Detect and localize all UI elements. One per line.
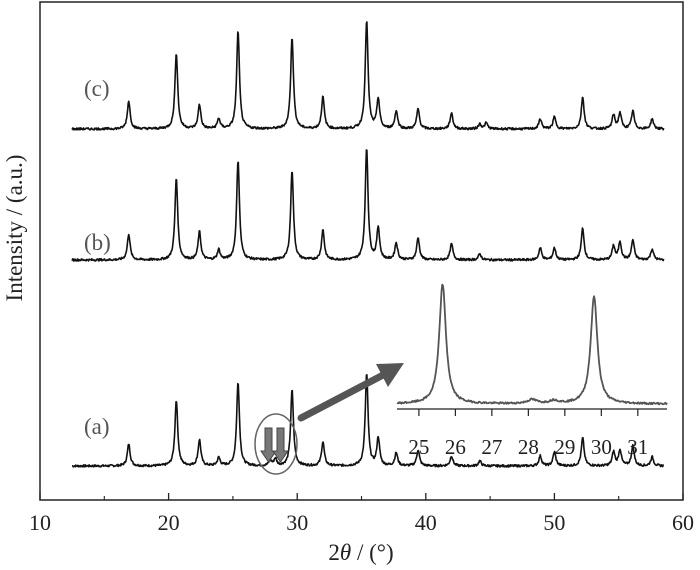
down-arrow-markers <box>260 427 289 463</box>
inset-x-tick-label: 31 <box>627 435 648 459</box>
x-tick-label: 20 <box>158 510 180 535</box>
down-arrow-marker-right <box>272 427 289 463</box>
series-label-a: (a) <box>84 414 110 439</box>
series-trace-0 <box>71 374 665 468</box>
highlight-circle <box>254 413 298 475</box>
inset-x-ticks: 25 26 27 28 29 30 31 <box>408 409 648 459</box>
inset-x-tick-label: 30 <box>591 435 612 459</box>
series-trace-2 <box>71 21 665 131</box>
x-tick-label: 10 <box>29 510 51 535</box>
series-label-c: (c) <box>84 76 110 101</box>
inset-zoom-plot: 25 26 27 28 29 30 31 <box>396 283 668 459</box>
x-tick-label: 50 <box>543 510 565 535</box>
series-trace-1 <box>71 149 665 262</box>
x-tick-label: 60 <box>672 510 694 535</box>
inset-x-tick-label: 27 <box>481 435 502 459</box>
inset-x-tick-label: 26 <box>445 435 466 459</box>
down-arrow-marker-left <box>260 427 277 463</box>
inset-trace <box>396 283 668 406</box>
x-tick-label: 30 <box>286 510 308 535</box>
inset-x-tick-label: 28 <box>518 435 539 459</box>
y-axis-label: Intensity / (a.u.) <box>2 155 27 302</box>
zoom-arrow <box>297 363 404 422</box>
plot-frame <box>39 1 684 501</box>
inset-x-tick-label: 25 <box>408 435 429 459</box>
x-axis-ticks: 10 20 30 40 50 60 <box>29 493 694 535</box>
series-label-b: (b) <box>84 230 111 255</box>
xrd-traces <box>71 21 665 468</box>
x-tick-label: 40 <box>415 510 437 535</box>
inset-x-tick-label: 29 <box>554 435 575 459</box>
x-axis-label: 2θ / (°) <box>328 540 393 565</box>
inset-trace-line <box>396 283 668 406</box>
